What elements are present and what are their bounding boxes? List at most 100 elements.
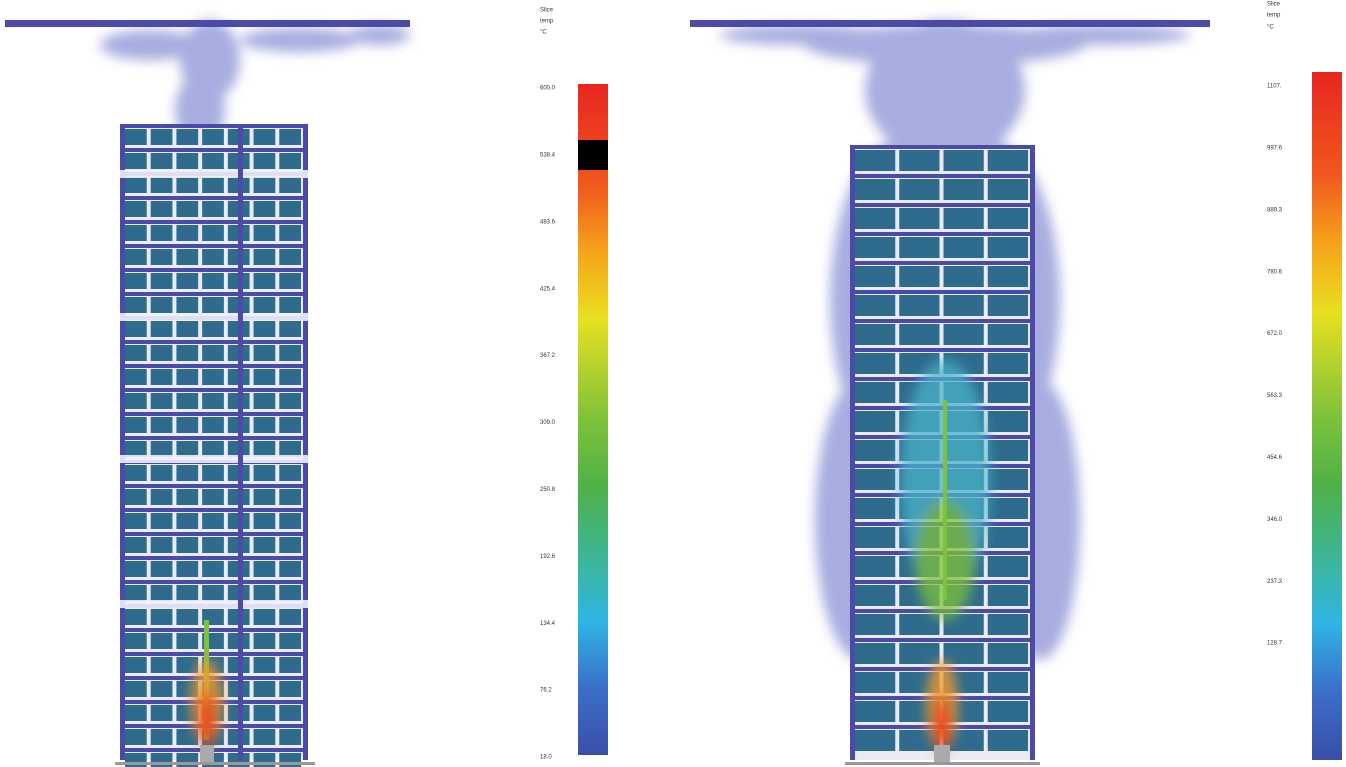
window: [150, 297, 173, 313]
window: [943, 614, 984, 635]
flame-core: [200, 692, 214, 748]
window: [150, 561, 173, 577]
window: [176, 561, 199, 577]
window: [176, 273, 199, 289]
floor-slab: [850, 232, 1035, 236]
window: [125, 297, 147, 313]
floor-slab: [850, 145, 1035, 149]
window: [987, 324, 1028, 345]
window: [150, 249, 173, 265]
window: [279, 201, 301, 217]
window: [253, 561, 276, 577]
window: [176, 249, 199, 265]
window: [943, 324, 984, 345]
floor-slab: [120, 388, 308, 392]
floor-slab: [850, 290, 1035, 294]
floor-slab: [120, 580, 308, 584]
smoke-plume: [240, 28, 360, 52]
window: [987, 150, 1028, 171]
window: [253, 249, 276, 265]
window: [279, 513, 301, 529]
window: [253, 273, 276, 289]
ground: [845, 762, 1040, 765]
window: [253, 177, 276, 193]
window: [279, 465, 301, 481]
column: [1030, 145, 1035, 760]
window: [176, 465, 199, 481]
window: [279, 681, 301, 697]
window: [150, 393, 173, 409]
window: [943, 266, 984, 287]
window: [125, 657, 147, 673]
window: [279, 633, 301, 649]
floor-slab: [120, 148, 308, 152]
window: [125, 729, 147, 745]
window: [176, 513, 199, 529]
smoke-plume: [100, 30, 200, 60]
window: [279, 561, 301, 577]
colorbar-label: 237.3: [1267, 579, 1283, 585]
column: [850, 145, 855, 760]
colorbar-title: Slice: [1267, 2, 1281, 8]
window: [253, 729, 276, 745]
window: [855, 469, 896, 490]
window: [855, 585, 896, 606]
colorbar: [578, 84, 608, 755]
window: [253, 513, 276, 529]
window: [150, 345, 173, 361]
window: [202, 273, 224, 289]
window: [279, 177, 301, 193]
window: [899, 208, 940, 229]
window: [202, 225, 224, 241]
window: [202, 489, 224, 505]
window: [279, 705, 301, 721]
colorbar-title: temp: [540, 19, 554, 25]
window: [176, 633, 199, 649]
colorbar-label: 192.6: [540, 554, 556, 560]
window: [987, 382, 1028, 403]
window: [150, 705, 173, 721]
fire: [926, 660, 958, 753]
window: [176, 729, 199, 745]
window: [150, 177, 173, 193]
window: [176, 321, 199, 337]
window: [279, 585, 301, 601]
window: [125, 705, 147, 721]
window: [202, 465, 224, 481]
simulation-views: Slice temp °C 600.0 538.4 483.6 425.4 367.2 309.…: [5, 2, 1342, 767]
window: [125, 393, 147, 409]
window: [176, 609, 199, 625]
floor-slab: [120, 124, 308, 128]
window: [176, 129, 199, 145]
window: [987, 237, 1028, 258]
window: [855, 150, 896, 171]
window: [176, 537, 199, 553]
colorbar-label: 250.8: [540, 487, 556, 493]
flame-core: [935, 697, 949, 753]
window: [150, 273, 173, 289]
window: [279, 417, 301, 433]
window: [150, 729, 173, 745]
window: [150, 441, 173, 457]
window: [943, 179, 984, 200]
window: [150, 537, 173, 553]
colorbar-label: 997.6: [1267, 145, 1283, 151]
window: [202, 201, 224, 217]
window: [176, 657, 199, 673]
window: [150, 129, 173, 145]
colorbar-label: 18.0: [540, 755, 552, 761]
colorbar-title: °C: [1267, 25, 1274, 31]
window: [253, 369, 276, 385]
window: [125, 345, 147, 361]
window: [855, 701, 896, 722]
window: [150, 489, 173, 505]
window: [279, 273, 301, 289]
window: [150, 417, 173, 433]
window: [253, 489, 276, 505]
window: [987, 701, 1028, 722]
window: [943, 643, 984, 664]
window: [125, 249, 147, 265]
window: [987, 498, 1028, 519]
window: [855, 208, 896, 229]
window: [202, 369, 224, 385]
